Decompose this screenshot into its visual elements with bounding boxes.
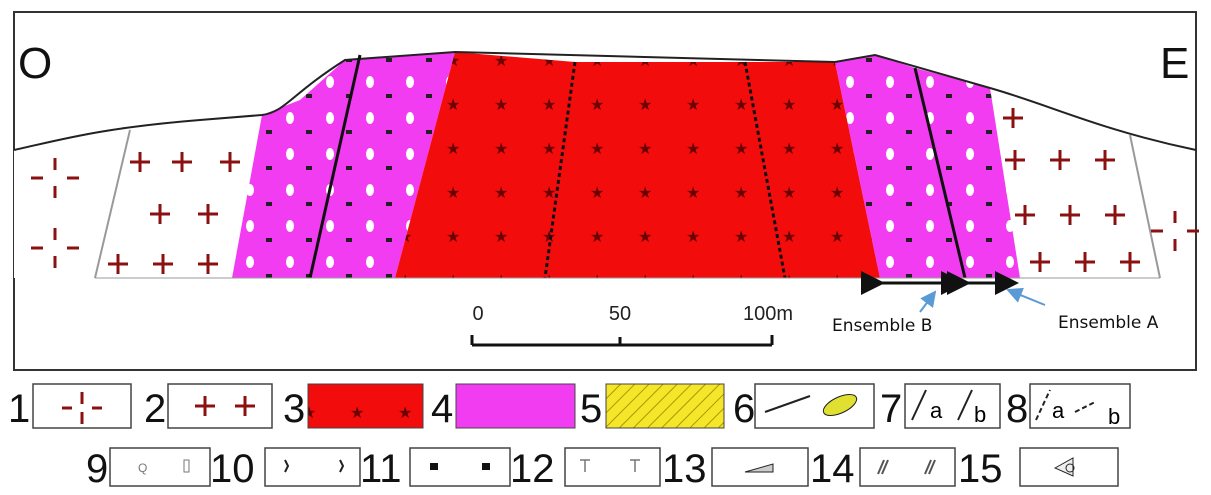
legend-number: 9 bbox=[86, 447, 108, 491]
scale-label: 0 bbox=[472, 303, 483, 325]
legend-number: 2 bbox=[144, 387, 166, 431]
legend-mark: b bbox=[974, 402, 986, 427]
east-label: E bbox=[1160, 39, 1189, 88]
legend-number: 12 bbox=[510, 447, 555, 491]
west-label: O bbox=[18, 39, 52, 88]
legend-number: 13 bbox=[662, 447, 707, 491]
legend-number: 1 bbox=[8, 387, 30, 431]
legend-number: 8 bbox=[1006, 387, 1028, 431]
scale-label: 50 bbox=[609, 303, 631, 325]
legend-mark: a bbox=[930, 398, 943, 423]
legend-number: 7 bbox=[880, 387, 902, 431]
unit-3 bbox=[395, 52, 880, 278]
annotation: Ensemble A bbox=[1058, 313, 1159, 333]
legend-number: 6 bbox=[733, 387, 755, 431]
legend-mark: b bbox=[1108, 404, 1120, 429]
legend-number: 5 bbox=[580, 387, 602, 431]
legend-mark: a bbox=[1052, 398, 1065, 423]
legend-number: 14 bbox=[810, 447, 855, 491]
legend-number: 3 bbox=[283, 387, 305, 431]
annotation: Ensemble B bbox=[832, 316, 932, 336]
legend-number: 10 bbox=[210, 447, 255, 491]
legend-mark: Q bbox=[138, 461, 147, 475]
legend-number: 4 bbox=[431, 387, 453, 431]
page: ★ O E Ensemble B Ensemble A 0 50 100m 1 bbox=[0, 0, 1211, 495]
diagram: ★ O E Ensemble B Ensemble A 0 50 100m 1 bbox=[0, 0, 1211, 495]
scale-label: 100m bbox=[743, 303, 793, 325]
legend-number: 11 bbox=[360, 447, 402, 491]
legend: 1 2 3 4 5 6 7 a b 8 a b 9 Q 10 11 12 13 … bbox=[8, 384, 1130, 491]
legend-number: 15 bbox=[958, 447, 1003, 491]
